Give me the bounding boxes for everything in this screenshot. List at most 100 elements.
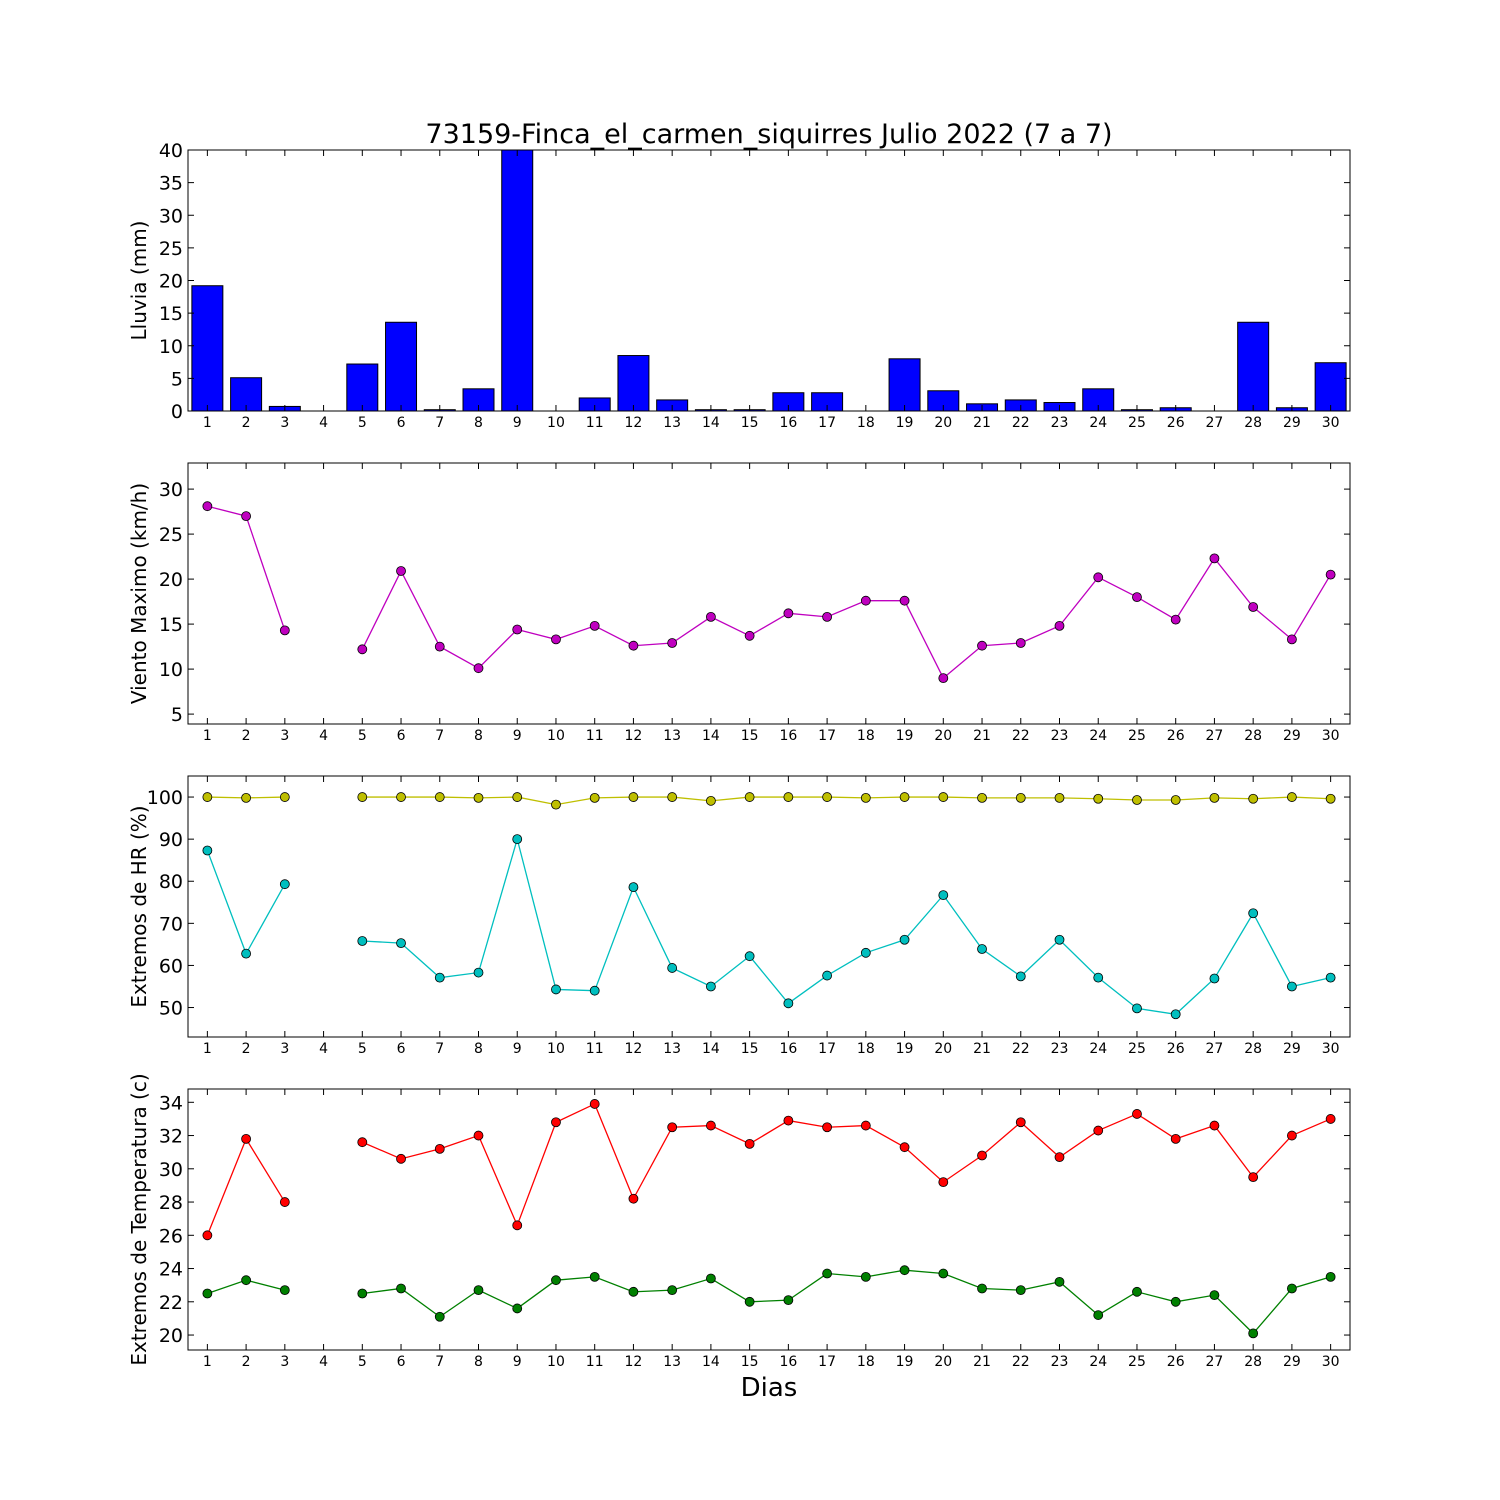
rain-bar [1237, 321, 1270, 412]
wind-series-1-point [938, 673, 949, 683]
rain-x-tick-label: 28 [1244, 415, 1262, 431]
wind-series-1-point [1132, 592, 1142, 602]
temperature-series-1-point [938, 1177, 949, 1187]
wind-y-tick-label: 20 [159, 569, 183, 591]
wind-x-tick-label: 18 [857, 728, 875, 744]
humidity-series-1-point [1209, 792, 1220, 803]
wind-x-tick-label: 16 [779, 728, 797, 744]
temperature-y-tick-label: 24 [159, 1259, 183, 1281]
humidity-series-2-point [473, 967, 484, 978]
humidity-series-1-point [357, 792, 368, 802]
temperature-y-tick-label: 22 [159, 1292, 183, 1314]
temperature-series-2-point [512, 1303, 523, 1314]
rain-x-tick-label: 12 [625, 415, 643, 431]
humidity-series-2-point [1287, 981, 1297, 992]
temperature-series-2-point [202, 1288, 213, 1299]
temperature-x-tick-label: 27 [1206, 1354, 1224, 1370]
rain-x-tick-label: 6 [397, 415, 406, 431]
temperature-series-2-point [473, 1285, 484, 1296]
humidity-series-2-point [512, 834, 523, 845]
rain-x-tick-label: 2 [242, 415, 251, 431]
rain-plot-area [188, 150, 1350, 411]
temperature-x-tick-label: 6 [397, 1354, 406, 1370]
rain-bar [888, 358, 921, 412]
temperature-x-tick-label: 22 [1012, 1354, 1030, 1370]
temperature-x-tick-label: 13 [663, 1354, 681, 1370]
wind-x-tick-label: 24 [1089, 728, 1107, 744]
wind-x-tick-label: 17 [818, 728, 836, 744]
wind-series-1-point [860, 595, 871, 606]
chart-title: 73159-Finca_el_carmen_siquirres Julio 20… [425, 119, 1112, 150]
temperature-series-2-point [1093, 1310, 1104, 1320]
rain-x-tick-label: 29 [1283, 415, 1301, 431]
wind-x-tick-label: 4 [319, 728, 328, 744]
wind-y-tick-label: 10 [159, 659, 183, 681]
rain-x-tick-label: 19 [896, 415, 914, 431]
temperature-y-tick-label: 28 [159, 1192, 183, 1214]
temperature-x-tick-label: 3 [280, 1354, 289, 1370]
rain-x-tick-label: 18 [857, 415, 875, 431]
humidity-series-1-point [1015, 792, 1026, 803]
rain-bar [1314, 362, 1347, 412]
humidity-series-2-point [628, 882, 639, 893]
humidity-x-tick-label: 1 [203, 1041, 212, 1057]
temperature-x-tick-label: 25 [1128, 1354, 1146, 1370]
humidity-series-1-point [396, 792, 406, 802]
temperature-series-1-point [744, 1138, 755, 1149]
temperature-x-tick-label: 28 [1244, 1354, 1262, 1370]
temperature-x-tick-label: 21 [973, 1354, 991, 1370]
wind-y-tick-label: 30 [159, 479, 183, 501]
temperature-series-1-point [1015, 1117, 1026, 1128]
humidity-x-tick-label: 19 [896, 1041, 914, 1057]
temperature-series-2-point [822, 1268, 832, 1279]
humidity-series-1-point [783, 792, 794, 802]
temperature-series-1-point [279, 1197, 290, 1207]
wind-series-1-point [783, 608, 794, 619]
humidity-series-1-point [938, 792, 949, 802]
temperature-x-tick-label: 19 [896, 1354, 914, 1370]
wind-series-1-point [1054, 621, 1065, 631]
wind-series-1-point [1209, 553, 1220, 564]
wind-y-tick-label: 25 [159, 524, 183, 546]
wind-x-tick-label: 12 [625, 728, 643, 744]
humidity-series-2-point [822, 970, 832, 981]
rain-x-tick-label: 26 [1167, 415, 1185, 431]
humidity-x-tick-label: 14 [702, 1041, 720, 1057]
temperature-x-tick-label: 23 [1051, 1354, 1069, 1370]
temperature-x-tick-label: 16 [779, 1354, 797, 1370]
temperature-series-1-point [1054, 1152, 1065, 1163]
temperature-series-2-point [938, 1268, 949, 1279]
humidity-series-1-point [1170, 795, 1181, 805]
wind-series-1-point [628, 640, 639, 651]
humidity-y-tick-label: 80 [159, 871, 183, 893]
wind-x-tick-label: 20 [934, 728, 952, 744]
humidity-x-tick-label: 8 [474, 1041, 483, 1057]
wind-x-tick-label: 3 [280, 728, 289, 744]
humidity-series-1-point [977, 792, 987, 803]
wind-x-tick-label: 22 [1012, 728, 1030, 744]
wind-x-tick-label: 27 [1206, 728, 1224, 744]
rain-bar [191, 285, 224, 412]
temperature-series-2-point [667, 1285, 678, 1296]
wind-x-tick-label: 15 [741, 728, 759, 744]
humidity-series-1-point [822, 792, 832, 802]
humidity-x-tick-label: 17 [818, 1041, 836, 1057]
temperature-series-1-point [202, 1230, 213, 1241]
humidity-series-2-point [744, 951, 755, 962]
temperature-x-tick-label: 7 [435, 1354, 444, 1370]
wind-series-1-point [241, 511, 252, 521]
temperature-series-1-point [977, 1150, 987, 1161]
temperature-series-1-point [822, 1122, 832, 1133]
wind-x-tick-label: 10 [547, 728, 565, 744]
rain-y-axis-label: Lluvia (mm) [127, 221, 151, 341]
x-axis-label: Dias [741, 1373, 798, 1403]
temperature-series-1-point [241, 1133, 252, 1144]
temperature-series-1-point [706, 1120, 716, 1131]
rain-x-tick-label: 13 [663, 415, 681, 431]
humidity-series-2-point [1209, 973, 1220, 984]
temperature-y-tick-label: 30 [159, 1159, 183, 1181]
humidity-series-2-point [667, 963, 678, 973]
